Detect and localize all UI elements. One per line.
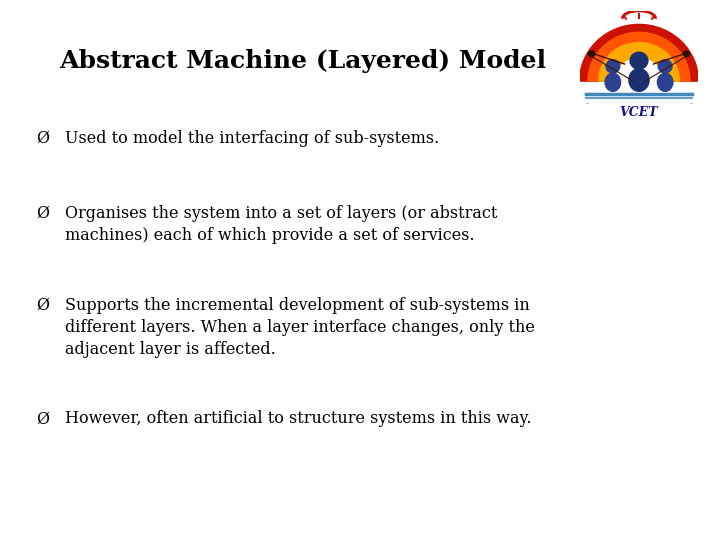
Text: Ø: Ø [36,130,49,146]
Text: VCET: VCET [620,106,658,119]
Circle shape [630,52,648,69]
Ellipse shape [657,73,673,91]
Circle shape [588,51,595,57]
Text: Ø: Ø [36,205,49,222]
Ellipse shape [605,73,621,91]
Text: Supports the incremental development of sub-systems in
different layers. When a : Supports the incremental development of … [65,297,535,359]
Ellipse shape [629,69,649,91]
Text: Ø: Ø [36,410,49,427]
Circle shape [658,60,672,73]
Text: However, often artificial to structure systems in this way.: However, often artificial to structure s… [65,410,531,427]
Wedge shape [580,24,698,81]
Circle shape [683,51,690,57]
Wedge shape [598,43,680,81]
Text: Ø: Ø [36,297,49,314]
Bar [589,103,689,123]
Wedge shape [588,32,690,81]
Wedge shape [615,58,663,81]
Text: Abstract Machine (Layered) Model: Abstract Machine (Layered) Model [59,49,546,72]
Circle shape [606,60,620,73]
Text: Organises the system into a set of layers (or abstract
machines) each of which p: Organises the system into a set of layer… [65,205,498,245]
Text: Used to model the interfacing of sub-systems.: Used to model the interfacing of sub-sys… [65,130,439,146]
